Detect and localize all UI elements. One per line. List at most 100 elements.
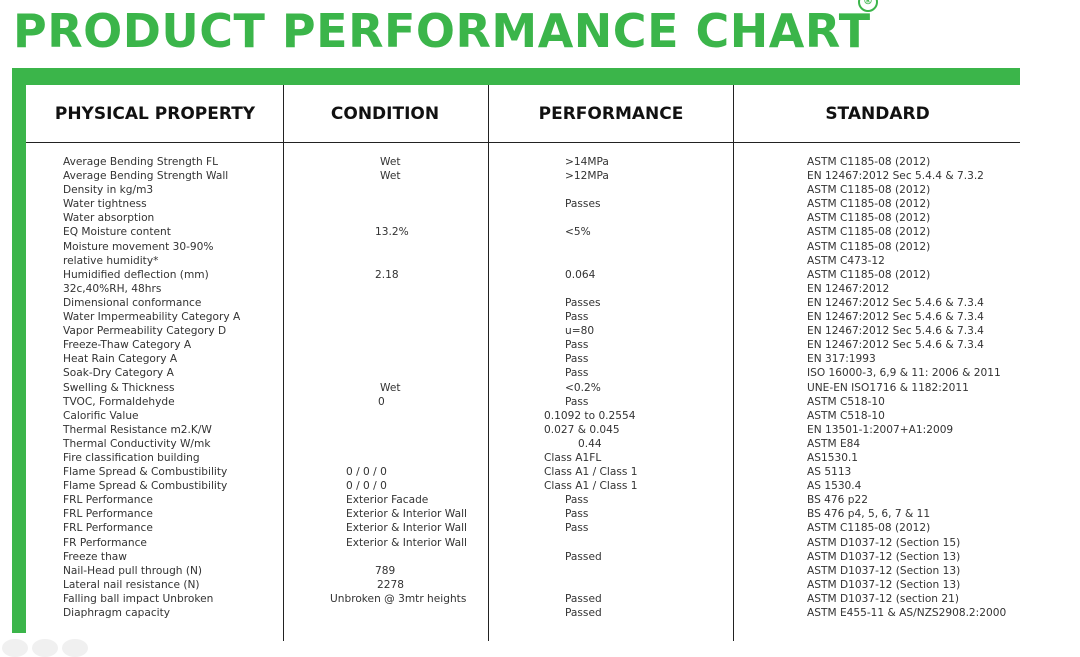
- performance-cell: Pass: [565, 311, 589, 324]
- performance-cell: [530, 578, 730, 592]
- condition-cell: 2.18: [375, 268, 399, 281]
- property-cell: FRL Performance: [63, 508, 153, 521]
- standard-cell: ASTM D1037-12 (Section 15): [807, 536, 961, 549]
- condition-cell: [290, 324, 482, 338]
- property-cell: Thermal Conductivity W/mk: [63, 437, 211, 450]
- condition-cell: [290, 211, 482, 225]
- decorative-dots: [0, 637, 100, 657]
- standard-cell: BS 476 p4, 5, 6, 7 & 11: [807, 508, 931, 521]
- performance-cell: [530, 183, 730, 197]
- standard-cell: ASTM C1185-08 (2012): [807, 268, 931, 281]
- condition-cell: [290, 366, 482, 380]
- standard-cell: ASTM C1185-08 (2012): [807, 198, 931, 211]
- standard-column: ASTM C1185-08 (2012) EN 12467:2012 Sec 5.…: [807, 155, 1017, 620]
- performance-cell: Pass: [565, 367, 589, 380]
- standard-cell: AS 5113: [807, 466, 852, 479]
- performance-cell: [530, 564, 730, 578]
- property-cell: Water absorption: [63, 212, 155, 225]
- performance-cell: 0.027 & 0.045: [544, 423, 620, 436]
- standard-cell: ASTM C1185-08 (2012): [807, 226, 931, 239]
- condition-cell: Wet: [380, 170, 401, 183]
- property-cell: Thermal Resistance m2.K/W: [63, 423, 212, 436]
- performance-cell: [530, 211, 730, 225]
- performance-cell: Passed: [565, 607, 602, 619]
- property-cell: FRL Performance: [63, 494, 153, 507]
- property-cell: Water Impermeability Category A: [63, 311, 241, 324]
- standard-cell: EN 13501-1:2007+A1:2009: [807, 423, 954, 436]
- standard-cell: ASTM D1037-12 (Section 13): [807, 578, 961, 591]
- condition-cell: [290, 423, 482, 437]
- standard-cell: ASTM C473-12: [807, 254, 885, 267]
- header-performance: PERFORMANCE: [538, 104, 684, 124]
- property-cell: Heat Rain Category A: [63, 353, 178, 366]
- performance-cell: Passes: [565, 198, 601, 211]
- performance-cell: Pass: [565, 353, 589, 366]
- performance-cell: 0.1092 to 0.2554: [544, 409, 636, 422]
- property-cell: EQ Moisture content: [63, 226, 171, 239]
- performance-cell: Class A1 / Class 1: [544, 480, 638, 493]
- condition-cell: 0 / 0 / 0: [346, 480, 387, 493]
- performance-cell: [530, 282, 730, 296]
- standard-cell: EN 12467:2012 Sec 5.4.6 & 7.3.4: [807, 296, 984, 309]
- performance-cell: Passed: [565, 592, 602, 605]
- condition-cell: [290, 183, 482, 197]
- performance-cell: Pass: [565, 508, 589, 521]
- standard-cell: EN 12467:2012: [807, 282, 890, 295]
- standard-cell: UNE-EN ISO1716 & 1182:2011: [807, 381, 969, 394]
- page-title: PRODUCT PERFORMANCE CHART: [13, 4, 871, 58]
- condition-cell: 0: [378, 395, 385, 408]
- condition-cell: 2278: [377, 578, 404, 591]
- performance-cell: [530, 254, 730, 268]
- standard-cell: ASTM D1037-12 (Section 13): [807, 564, 961, 577]
- property-cell: FRL Performance: [63, 522, 153, 535]
- performance-cell: Passed: [565, 550, 602, 563]
- property-cell: Freeze thaw: [63, 550, 127, 563]
- property-cell: FR Performance: [63, 536, 147, 549]
- column-divider: [488, 85, 490, 641]
- condition-cell: [290, 310, 482, 324]
- property-cell: TVOC, Formaldehyde: [63, 395, 175, 408]
- performance-cell: 0.064: [565, 268, 596, 281]
- performance-cell: 0.44: [578, 437, 602, 450]
- condition-cell: Wet: [380, 381, 401, 394]
- property-cell: Calorific Value: [63, 409, 139, 422]
- standard-cell: ASTM D1037-12 (Section 13): [807, 550, 961, 563]
- performance-cell: Pass: [565, 522, 589, 535]
- standard-cell: ASTM C1185-08 (2012): [807, 184, 931, 197]
- registered-mark: ®: [858, 0, 878, 12]
- standard-cell: ASTM C1185-08 (2012): [807, 240, 931, 253]
- performance-cell: Passes: [565, 296, 601, 309]
- standard-cell: EN 317:1993: [807, 353, 876, 366]
- header-physical-property: PHYSICAL PROPERTY: [54, 104, 256, 124]
- standard-cell: EN 12467:2012 Sec 5.4.6 & 7.3.4: [807, 325, 984, 338]
- condition-cell: [290, 254, 482, 268]
- header-standard: STANDARD: [825, 104, 930, 124]
- condition-cell: [290, 451, 482, 465]
- performance-column: >14MPa >12MPa Passes <5% 0.064 Passes Pass u=80…: [530, 155, 730, 620]
- standard-cell: EN 12467:2012 Sec 5.4.6 & 7.3.4: [807, 339, 984, 352]
- condition-cell: 789: [375, 564, 396, 577]
- performance-cell: u=80: [565, 325, 595, 338]
- performance-cell: <5%: [565, 226, 591, 239]
- condition-cell: [290, 296, 482, 310]
- condition-cell: [290, 606, 482, 620]
- standard-cell: ASTM C518-10: [807, 395, 885, 408]
- condition-cell: [290, 282, 482, 296]
- condition-cell: [290, 240, 482, 254]
- property-cell: Falling ball impact Unbroken: [63, 592, 214, 605]
- property-cell: Density in kg/m3: [63, 184, 154, 197]
- performance-cell: Class A1FL: [544, 451, 602, 464]
- performance-cell: Pass: [565, 339, 589, 352]
- condition-cell: Exterior & Interior Wall: [346, 522, 467, 535]
- property-cell: 32c,40%RH, 48hrs: [63, 282, 162, 295]
- performance-cell: [530, 536, 730, 550]
- condition-cell: [290, 352, 482, 366]
- condition-cell: 13.2%: [375, 226, 409, 239]
- condition-cell: Exterior & Interior Wall: [346, 508, 467, 521]
- condition-cell: [290, 550, 482, 564]
- property-cell: Vapor Permeability Category D: [63, 325, 227, 338]
- property-column: Average Bending Strength FL Average Bendi…: [63, 155, 278, 620]
- performance-cell: <0.2%: [565, 381, 601, 394]
- property-cell: Moisture movement 30-90%: [63, 240, 214, 253]
